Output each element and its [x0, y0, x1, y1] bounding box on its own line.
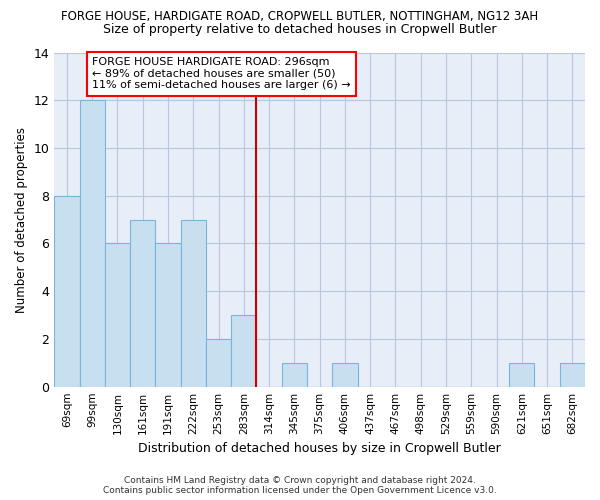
Text: FORGE HOUSE, HARDIGATE ROAD, CROPWELL BUTLER, NOTTINGHAM, NG12 3AH: FORGE HOUSE, HARDIGATE ROAD, CROPWELL BU… [61, 10, 539, 23]
Text: Size of property relative to detached houses in Cropwell Butler: Size of property relative to detached ho… [103, 22, 497, 36]
Bar [105, 244, 130, 386]
Bar [80, 100, 105, 386]
Bar [181, 220, 206, 386]
Text: Contains HM Land Registry data © Crown copyright and database right 2024.
Contai: Contains HM Land Registry data © Crown c… [103, 476, 497, 495]
Bar [155, 244, 181, 386]
Y-axis label: Number of detached properties: Number of detached properties [15, 126, 28, 312]
Bar [332, 363, 358, 386]
Bar [509, 363, 535, 386]
Bar [282, 363, 307, 386]
Bar [130, 220, 155, 386]
Bar [560, 363, 585, 386]
Text: FORGE HOUSE HARDIGATE ROAD: 296sqm
← 89% of detached houses are smaller (50)
11%: FORGE HOUSE HARDIGATE ROAD: 296sqm ← 89%… [92, 58, 351, 90]
Bar [54, 196, 80, 386]
Bar [206, 339, 231, 386]
X-axis label: Distribution of detached houses by size in Cropwell Butler: Distribution of detached houses by size … [138, 442, 501, 455]
Bar [231, 315, 256, 386]
